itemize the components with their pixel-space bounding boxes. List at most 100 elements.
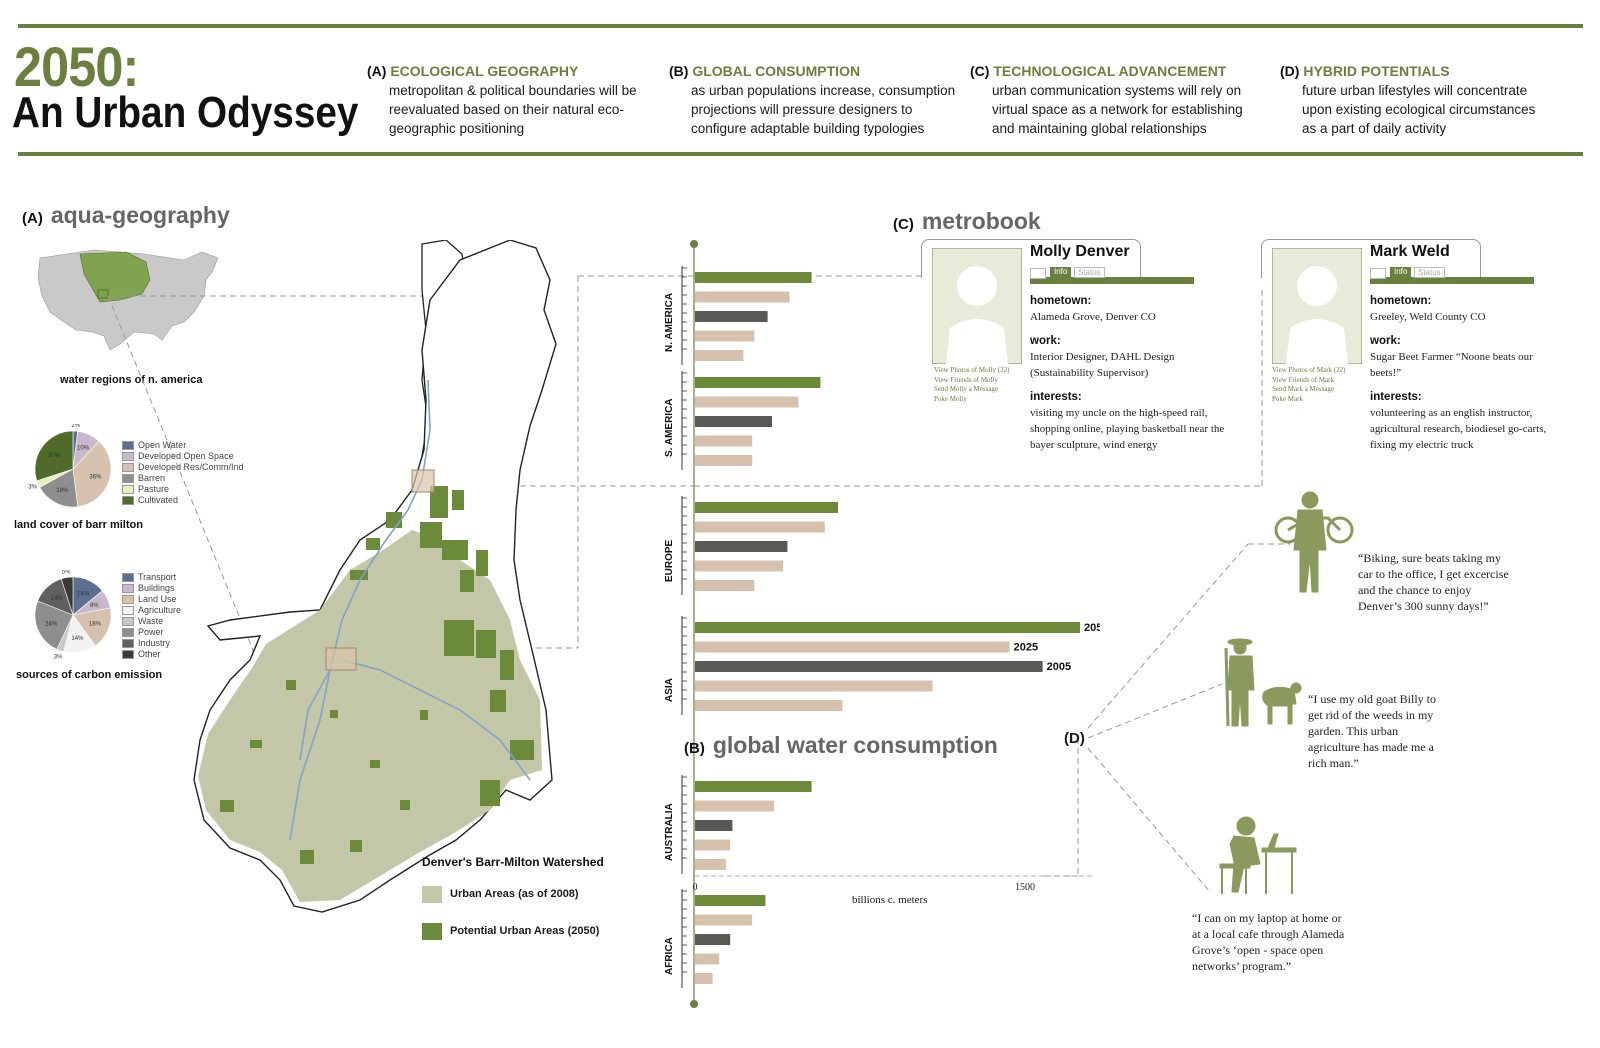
carbon-legend-label: Other xyxy=(138,649,161,659)
urban-area xyxy=(198,530,542,902)
molly-tab-status[interactable]: Status xyxy=(1074,267,1105,278)
carbon-legend-item: Power xyxy=(122,627,181,638)
mark-link-friends[interactable]: View Friends of Mark xyxy=(1272,375,1334,384)
water-bar xyxy=(695,291,790,303)
mark-links: View Photos of Mark (22) View Friends of… xyxy=(1272,366,1345,404)
metrobook-section-title: (C) metrobook xyxy=(893,208,1041,235)
landcover-legend-item: Developed Open Space xyxy=(122,451,244,462)
aqua-section-title: (A) aqua-geography xyxy=(22,202,230,229)
mark-avatar[interactable] xyxy=(1272,248,1362,364)
hybrid-tag: (D) xyxy=(1064,730,1085,747)
river-lines xyxy=(289,379,531,841)
intro-b: (B) GLOBAL CONSUMPTION as urban populati… xyxy=(669,62,959,138)
mark-link-poke[interactable]: Poke Mark xyxy=(1272,394,1303,403)
intro-a: (A) ECOLOGICAL GEOGRAPHY metropolitan & … xyxy=(367,62,657,138)
molly-link-poke[interactable]: Poke Molly xyxy=(934,394,967,403)
carbon-legend-swatch xyxy=(122,650,134,660)
aqua-title: aqua-geography xyxy=(50,202,230,228)
landcover-legend-swatch xyxy=(122,441,134,451)
mark-link-photos[interactable]: View Photos of Mark (22) xyxy=(1272,366,1346,374)
molly-link-message[interactable]: Send Molly a Message xyxy=(934,385,998,393)
mark-hometown-label: hometown: xyxy=(1370,295,1432,307)
molly-work: Interior Designer, DAHL Design (Sustaina… xyxy=(1030,351,1175,379)
farmer-goat-figure-icon xyxy=(1224,638,1302,727)
water-tag: (B) xyxy=(684,740,705,757)
carbon-legend-swatch xyxy=(122,639,134,649)
mark-name[interactable]: Mark Weld xyxy=(1370,243,1450,260)
molly-work-label: work: xyxy=(1030,335,1061,347)
molly-blank-tab[interactable] xyxy=(1030,268,1046,279)
landcover-legend-item: Developed Res/Comm/Ind xyxy=(122,462,244,473)
water-bar xyxy=(695,680,933,692)
water-bar xyxy=(695,580,755,591)
water-bar xyxy=(695,377,821,388)
water-bar xyxy=(695,560,783,572)
water-chart: N. AMERICA S. AMERICA EUROPE ASIA 2050 2025 20… xyxy=(664,240,1100,1008)
landcover-slice-label-2: 36% xyxy=(89,474,102,480)
legend-urban-label: Urban Areas (as of 2008) xyxy=(450,888,579,900)
molly-link-photos[interactable]: View Photos of Molly (32) xyxy=(934,366,1010,374)
water-xtick-label: 1500 xyxy=(1015,882,1035,893)
focus-box-north xyxy=(411,469,435,493)
carbon-legend-swatch xyxy=(122,606,134,616)
landcover-slice-2 xyxy=(72,440,112,508)
water-bar xyxy=(695,330,755,342)
carbon-slice-label-2: 18% xyxy=(89,622,102,628)
carbon-pie: 14%8%18%14%3%24%14%5% xyxy=(34,570,112,660)
intro-a-body: metropolitan & political boundaries will… xyxy=(389,83,637,136)
mark-work-label: work: xyxy=(1370,335,1401,347)
water-bar xyxy=(695,541,788,552)
landcover-slice-label-0: 2% xyxy=(71,424,80,429)
landcover-legend-swatch xyxy=(122,463,134,473)
us-map xyxy=(37,249,219,351)
landcover-legend-item: Cultivated xyxy=(122,495,244,506)
potential-urban-patches xyxy=(220,486,534,864)
carbon-caption: sources of carbon emission xyxy=(16,669,163,681)
water-axis-bottom-dot xyxy=(690,1000,698,1008)
landcover-legend-label: Open Water xyxy=(138,440,187,450)
carbon-legend-item: Land Use xyxy=(122,594,181,605)
intro-b-heading: GLOBAL CONSUMPTION xyxy=(692,63,861,79)
carbon-legend-label: Agriculture xyxy=(138,605,182,615)
water-bar xyxy=(695,641,1010,653)
water-section-title: (B) global water consumption xyxy=(684,732,998,759)
water-bar xyxy=(695,700,843,711)
mark-tab-info[interactable]: Info xyxy=(1390,267,1412,277)
mark-interests: volunteering as an english instructor, a… xyxy=(1370,407,1547,451)
carbon-legend-swatch xyxy=(122,584,134,594)
water-bar xyxy=(695,622,1080,633)
water-bar xyxy=(695,914,753,926)
legend-potential-label: Potential Urban Areas (2050) xyxy=(450,925,600,937)
landcover-slice-label-1: 10% xyxy=(77,446,90,452)
landcover-slice-label-4: 3% xyxy=(28,484,37,490)
water-bar xyxy=(695,350,744,361)
carbon-legend-item: Other xyxy=(122,649,181,660)
water-bar xyxy=(695,311,768,322)
landcover-slice-label-3: 19% xyxy=(56,488,69,494)
landcover-legend-swatch xyxy=(122,474,134,484)
carbon-legend-item: Agriculture xyxy=(122,605,181,616)
mark-blank-tab[interactable] xyxy=(1370,268,1386,279)
region-label: N. AMERICA xyxy=(664,293,675,352)
carbon-slice-7 xyxy=(60,576,74,616)
mark-link-message[interactable]: Send Mark a Message xyxy=(1272,385,1335,393)
molly-link-friends[interactable]: View Friends of Molly xyxy=(934,375,998,384)
molly-tab-info[interactable]: Info xyxy=(1050,267,1072,277)
series-label: 2050 xyxy=(1084,622,1100,634)
mark-tab-status[interactable]: Status xyxy=(1414,267,1445,278)
watershed-map xyxy=(193,240,557,913)
molly-hometown-label: hometown: xyxy=(1030,295,1092,307)
quote-laptop: “I can on my laptop at home or at a loca… xyxy=(1192,911,1345,973)
water-bar xyxy=(695,521,825,533)
carbon-legend-label: Waste xyxy=(138,616,164,626)
molly-avatar[interactable] xyxy=(932,248,1022,364)
water-axis-top-dot xyxy=(690,240,698,248)
water-bar xyxy=(695,416,772,427)
landcover-slice-label-5: 30% xyxy=(48,453,61,459)
molly-name[interactable]: Molly Denver xyxy=(1030,243,1130,260)
landcover-legend-label: Pasture xyxy=(138,484,170,494)
region-label: AUSTRALIA xyxy=(664,803,675,861)
molly-hometown: Alameda Grove, Denver CO xyxy=(1030,311,1156,323)
water-bar xyxy=(695,800,775,812)
mark-interests-label: interests: xyxy=(1370,391,1422,403)
